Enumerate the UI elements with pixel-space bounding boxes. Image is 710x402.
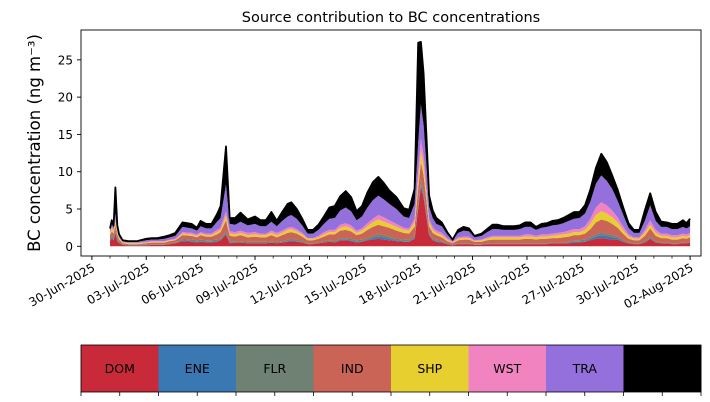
chart-title: Source contribution to BC concentrations — [242, 10, 540, 26]
colorbar-swatch-ene — [158, 345, 237, 392]
colorbar-label: FLR — [263, 361, 286, 376]
colorbar-label: BB — [654, 361, 671, 376]
colorbar-swatch-shp — [391, 345, 469, 392]
colorbar-swatch-flr — [236, 345, 314, 392]
colorbar-frame — [80, 344, 702, 393]
y-axis-ticks: 0 5 10 15 20 25 — [58, 53, 81, 254]
colorbar-label: IND — [341, 361, 364, 376]
colorbar-swatch-wst — [468, 345, 547, 392]
colorbar-label: SHP — [417, 361, 442, 376]
stacked-area-layers — [110, 41, 691, 247]
y-tick-label: 10 — [58, 165, 73, 179]
colorbar-swatch-ind — [313, 345, 392, 392]
colorbar-swatch-tra — [546, 345, 624, 392]
colorbar-label: ENE — [185, 361, 210, 376]
source-colorbar: DOM ENE FLR IND SHP WST TRA BB — [80, 344, 702, 396]
total-line — [109, 41, 691, 242]
total-line-group — [109, 41, 691, 242]
y-tick-label: 20 — [58, 91, 73, 105]
y-tick-label: 0 — [65, 240, 73, 254]
colorbar-swatch-dom — [81, 345, 159, 392]
colorbar-label: WST — [493, 361, 521, 376]
area-tra — [110, 104, 691, 243]
y-axis-label: BC concentration (ng m⁻³) — [25, 34, 44, 252]
plot-frame — [80, 29, 702, 257]
y-tick-label: 15 — [58, 128, 73, 142]
colorbar-swatch-bb — [623, 345, 702, 392]
colorbar-label: TRA — [572, 361, 598, 376]
colorbar-label: DOM — [105, 361, 135, 376]
y-tick-label: 25 — [58, 53, 73, 67]
y-tick-label: 5 — [65, 203, 73, 217]
